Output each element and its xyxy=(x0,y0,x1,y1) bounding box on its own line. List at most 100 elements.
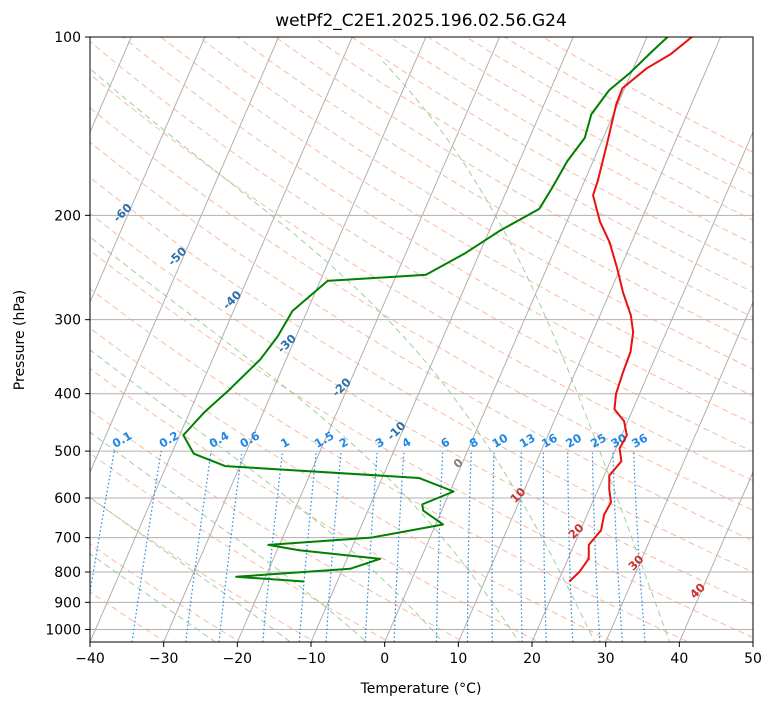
isotherm-line xyxy=(678,470,753,642)
mixing-ratio-line xyxy=(325,451,342,642)
x-tick-label: 20 xyxy=(523,651,541,667)
isotherm-value-label: -40 xyxy=(220,288,245,313)
mixing-ratio-line xyxy=(591,451,601,642)
dry-adiabat xyxy=(90,409,466,642)
mixing-ratio-label: 1 xyxy=(278,435,292,451)
dewpoint-line xyxy=(182,37,669,583)
mixing-ratio-line xyxy=(90,450,115,596)
x-tick-label: −10 xyxy=(296,651,326,667)
moist-adiabat xyxy=(90,67,596,642)
mixing-ratio-line xyxy=(633,451,646,642)
mixing-ratio-line xyxy=(435,451,444,642)
dry-adiabat xyxy=(274,37,753,318)
isotherm-value-label: -70 xyxy=(55,157,80,182)
dry-adiabat xyxy=(427,37,753,221)
dry-adiabat xyxy=(90,249,753,639)
y-tick-label: 300 xyxy=(54,313,81,329)
y-tick-label: 100 xyxy=(54,30,81,46)
mixing-ratio-line xyxy=(218,451,243,642)
y-tick-label: 200 xyxy=(54,208,81,224)
mixing-ratio-label: 30 xyxy=(608,431,629,451)
mixing-ratio-line xyxy=(542,451,547,642)
dry-adiabat xyxy=(465,37,753,198)
dry-adiabats xyxy=(90,37,753,642)
dry-adiabat xyxy=(90,543,241,642)
dry-adiabat xyxy=(541,37,753,153)
x-tick-label: 0 xyxy=(380,651,389,667)
isotherm-line xyxy=(236,37,501,642)
isotherm-line xyxy=(90,37,353,642)
dry-adiabat xyxy=(90,73,753,482)
mixing-ratio-label: 0.6 xyxy=(237,428,262,450)
isotherm-line xyxy=(90,37,280,474)
moist-adiabat xyxy=(382,61,671,642)
isotherm-line xyxy=(531,130,753,642)
isotherm-line xyxy=(163,37,427,642)
isotherm-line xyxy=(605,300,753,642)
isotherm-line xyxy=(310,37,574,642)
x-tick-label: 10 xyxy=(449,651,467,667)
mixing-ratio-line xyxy=(393,451,405,642)
mixing-ratio-line xyxy=(567,451,574,642)
moist-adiabat xyxy=(90,553,217,642)
moist-adiabat xyxy=(90,236,520,642)
x-tick-label: −40 xyxy=(75,651,105,667)
dry-adiabat xyxy=(389,37,753,245)
mixing-ratio-label: 1.5 xyxy=(312,428,337,450)
isotherm-value-label: -20 xyxy=(329,375,354,400)
isotherm-line xyxy=(384,37,648,642)
temperature-line xyxy=(568,37,693,583)
moist-adiabats xyxy=(90,61,671,642)
isotherm-value-label: -80 xyxy=(1,113,26,138)
mixing-ratio-line xyxy=(262,451,284,642)
dry-adiabat xyxy=(503,37,753,175)
x-tick-label: 50 xyxy=(744,651,762,667)
isotherm-value-label: -50 xyxy=(165,244,190,269)
mixing-ratio-label: 0.1 xyxy=(110,428,135,450)
x-tick-label: −20 xyxy=(223,651,253,667)
axes: −40 −30 −20 −10 0 10 20 30 40 5010009008007006005… xyxy=(45,30,762,667)
y-tick-label: 600 xyxy=(54,491,81,507)
mixing-ratio-line xyxy=(612,451,623,642)
isotherm-line xyxy=(457,37,722,642)
y-axis-label: Pressure (hPa) xyxy=(12,290,28,390)
sounding-series xyxy=(182,37,693,583)
dry-adiabat xyxy=(90,212,753,605)
x-tick-label: 30 xyxy=(597,651,615,667)
dry-adiabat xyxy=(90,327,615,642)
moist-adiabat xyxy=(90,349,444,642)
chart-title: wetPf2_C2E1.2025.196.02.56.G24 xyxy=(275,11,567,31)
mixing-ratio-label: 36 xyxy=(629,431,650,451)
mixing-ratio-label: 6 xyxy=(438,435,452,451)
y-tick-label: 900 xyxy=(54,595,81,611)
background-grid xyxy=(90,37,753,642)
mixing-ratio-label: 13 xyxy=(517,431,538,451)
mixing-ratio-line xyxy=(185,451,212,642)
mixing-ratio-line xyxy=(466,451,472,642)
isotherm-line xyxy=(752,640,753,642)
dry-adiabat xyxy=(90,452,391,642)
dry-adiabat xyxy=(90,176,753,573)
y-tick-label: 1000 xyxy=(45,622,81,638)
mixing-ratio-line xyxy=(364,451,378,642)
y-tick-label: 400 xyxy=(54,387,81,403)
isotherm-line xyxy=(90,37,206,304)
mixing-ratio-line xyxy=(298,451,317,642)
mixing-ratio-line xyxy=(520,451,523,642)
mixing-ratio-label: 2 xyxy=(337,435,351,451)
dry-adiabat xyxy=(90,141,753,542)
mixing-ratio-label: 10 xyxy=(490,431,511,451)
mixing-ratio-label: 25 xyxy=(588,431,609,451)
x-tick-label: 40 xyxy=(670,651,688,667)
moist-adiabat xyxy=(90,496,292,642)
x-tick-label: −30 xyxy=(149,651,179,667)
zero-isotherm-label: 0 xyxy=(450,455,466,471)
mixing-ratio-line xyxy=(131,451,162,642)
mixing-ratio-label: 0.4 xyxy=(207,428,232,450)
isotherm-value-label: -60 xyxy=(110,200,135,225)
mixing-ratio-line xyxy=(491,451,495,642)
isotherm-line xyxy=(90,37,132,134)
y-tick-label: 500 xyxy=(54,444,81,460)
mixing-ratio-label: 0.2 xyxy=(157,428,182,450)
